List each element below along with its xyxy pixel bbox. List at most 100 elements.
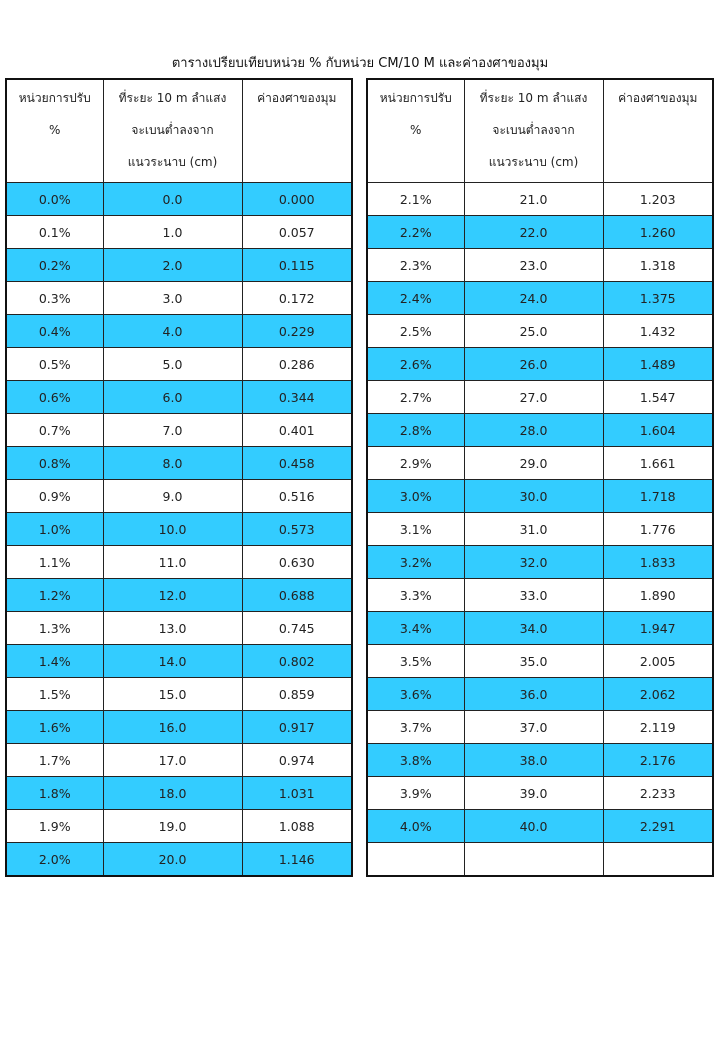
header-adjust-percent: หน่วยการปรับ % bbox=[366, 78, 465, 183]
cell-drop-cm: 39.0 bbox=[463, 776, 604, 810]
header-angle-degree: ค่าองศาของมุม bbox=[602, 78, 714, 183]
cell-drop-cm: 23.0 bbox=[463, 248, 604, 282]
table-row: 0.3% 3.0 0.172 bbox=[5, 281, 353, 315]
cell-percent: 1.2% bbox=[5, 578, 104, 612]
cell-angle: 2.176 bbox=[602, 743, 714, 777]
cell-angle: 0.917 bbox=[241, 710, 353, 744]
cell-angle: 0.000 bbox=[241, 182, 353, 216]
cell-angle: 0.573 bbox=[241, 512, 353, 546]
cell-drop-cm: 3.0 bbox=[102, 281, 243, 315]
cell-angle: 0.516 bbox=[241, 479, 353, 513]
cell-angle: 0.859 bbox=[241, 677, 353, 711]
cell-percent: 0.8% bbox=[5, 446, 104, 480]
cell-percent: 1.1% bbox=[5, 545, 104, 579]
table-row: 0.9% 9.0 0.516 bbox=[5, 479, 353, 513]
cell-angle: 0.401 bbox=[241, 413, 353, 447]
table-row: 1.5% 15.0 0.859 bbox=[5, 677, 353, 711]
table-row: 2.7% 27.0 1.547 bbox=[366, 380, 714, 414]
cell-angle: 1.432 bbox=[602, 314, 714, 348]
table-row: 3.7% 37.0 2.119 bbox=[366, 710, 714, 744]
cell-drop-cm: 14.0 bbox=[102, 644, 243, 678]
conversion-table-left: หน่วยการปรับ % ที่ระยะ 10 m ลำแสง จะเบนต… bbox=[5, 78, 353, 877]
cell-drop-cm: 7.0 bbox=[102, 413, 243, 447]
cell-angle: 1.146 bbox=[241, 842, 353, 877]
cell-drop-cm: 11.0 bbox=[102, 545, 243, 579]
table-row: 0.2% 2.0 0.115 bbox=[5, 248, 353, 282]
cell-drop-cm: 24.0 bbox=[463, 281, 604, 315]
cell-drop-cm: 25.0 bbox=[463, 314, 604, 348]
cell-angle: 1.489 bbox=[602, 347, 714, 381]
table-header-row: หน่วยการปรับ % ที่ระยะ 10 m ลำแสง จะเบนต… bbox=[5, 78, 353, 183]
conversion-table-right: หน่วยการปรับ % ที่ระยะ 10 m ลำแสง จะเบนต… bbox=[366, 78, 714, 877]
cell-percent: 3.7% bbox=[366, 710, 465, 744]
cell-percent: 2.6% bbox=[366, 347, 465, 381]
table-row: 2.6% 26.0 1.489 bbox=[366, 347, 714, 381]
cell-angle: 0.458 bbox=[241, 446, 353, 480]
cell-angle: 1.088 bbox=[241, 809, 353, 843]
cell-percent: 2.8% bbox=[366, 413, 465, 447]
table-row bbox=[366, 842, 714, 877]
cell-angle: 0.115 bbox=[241, 248, 353, 282]
cell-drop-cm: 29.0 bbox=[463, 446, 604, 480]
cell-drop-cm: 16.0 bbox=[102, 710, 243, 744]
cell-drop-cm: 21.0 bbox=[463, 182, 604, 216]
table-row: 0.0% 0.0 0.000 bbox=[5, 182, 353, 216]
cell-drop-cm: 26.0 bbox=[463, 347, 604, 381]
header-angle-degree: ค่าองศาของมุม bbox=[241, 78, 353, 183]
cell-drop-cm: 2.0 bbox=[102, 248, 243, 282]
cell-angle: 1.318 bbox=[602, 248, 714, 282]
cell-drop-cm: 31.0 bbox=[463, 512, 604, 546]
table-row: 4.0% 40.0 2.291 bbox=[366, 809, 714, 843]
cell-angle: 1.661 bbox=[602, 446, 714, 480]
table-row: 0.5% 5.0 0.286 bbox=[5, 347, 353, 381]
cell-percent: 1.9% bbox=[5, 809, 104, 843]
cell-percent: 1.3% bbox=[5, 611, 104, 645]
cell-drop-cm: 27.0 bbox=[463, 380, 604, 414]
table-row: 3.3% 33.0 1.890 bbox=[366, 578, 714, 612]
cell-percent: 3.2% bbox=[366, 545, 465, 579]
cell-drop-cm: 19.0 bbox=[102, 809, 243, 843]
cell-angle: 1.604 bbox=[602, 413, 714, 447]
cell-percent: 0.0% bbox=[5, 182, 104, 216]
table-row: 0.1% 1.0 0.057 bbox=[5, 215, 353, 249]
cell-angle: 1.833 bbox=[602, 545, 714, 579]
cell-drop-cm: 13.0 bbox=[102, 611, 243, 645]
cell-percent: 0.5% bbox=[5, 347, 104, 381]
cell-percent: 3.4% bbox=[366, 611, 465, 645]
cell-angle: 1.776 bbox=[602, 512, 714, 546]
cell-angle: 0.630 bbox=[241, 545, 353, 579]
cell-drop-cm: 30.0 bbox=[463, 479, 604, 513]
table-row: 3.5% 35.0 2.005 bbox=[366, 644, 714, 678]
cell-angle: 0.172 bbox=[241, 281, 353, 315]
cell-drop-cm: 10.0 bbox=[102, 512, 243, 546]
cell-drop-cm: 9.0 bbox=[102, 479, 243, 513]
cell-percent: 3.5% bbox=[366, 644, 465, 678]
table-row: 2.0% 20.0 1.146 bbox=[5, 842, 353, 877]
cell-percent: 2.7% bbox=[366, 380, 465, 414]
cell-percent: 0.9% bbox=[5, 479, 104, 513]
cell-percent: 3.9% bbox=[366, 776, 465, 810]
cell-angle: 1.203 bbox=[602, 182, 714, 216]
cell-percent: 1.5% bbox=[5, 677, 104, 711]
cell-drop-cm: 38.0 bbox=[463, 743, 604, 777]
cell-drop-cm: 1.0 bbox=[102, 215, 243, 249]
cell-drop-cm: 12.0 bbox=[102, 578, 243, 612]
table-row: 2.2% 22.0 1.260 bbox=[366, 215, 714, 249]
cell-angle: 1.890 bbox=[602, 578, 714, 612]
cell-drop-cm: 32.0 bbox=[463, 545, 604, 579]
cell-percent: 2.5% bbox=[366, 314, 465, 348]
table-row: 1.7% 17.0 0.974 bbox=[5, 743, 353, 777]
cell-drop-cm: 6.0 bbox=[102, 380, 243, 414]
cell-drop-cm: 34.0 bbox=[463, 611, 604, 645]
cell-angle: 1.375 bbox=[602, 281, 714, 315]
cell-drop-cm: 5.0 bbox=[102, 347, 243, 381]
cell-percent: 3.6% bbox=[366, 677, 465, 711]
cell-angle: 0.974 bbox=[241, 743, 353, 777]
cell-drop-cm: 28.0 bbox=[463, 413, 604, 447]
header-drop-cm: ที่ระยะ 10 m ลำแสง จะเบนต่ำลงจาก แนวระนา… bbox=[463, 78, 604, 183]
cell-angle: 0.057 bbox=[241, 215, 353, 249]
table-row: 0.4% 4.0 0.229 bbox=[5, 314, 353, 348]
table-row: 1.1% 11.0 0.630 bbox=[5, 545, 353, 579]
cell-drop-cm bbox=[463, 842, 604, 877]
cell-percent: 4.0% bbox=[366, 809, 465, 843]
